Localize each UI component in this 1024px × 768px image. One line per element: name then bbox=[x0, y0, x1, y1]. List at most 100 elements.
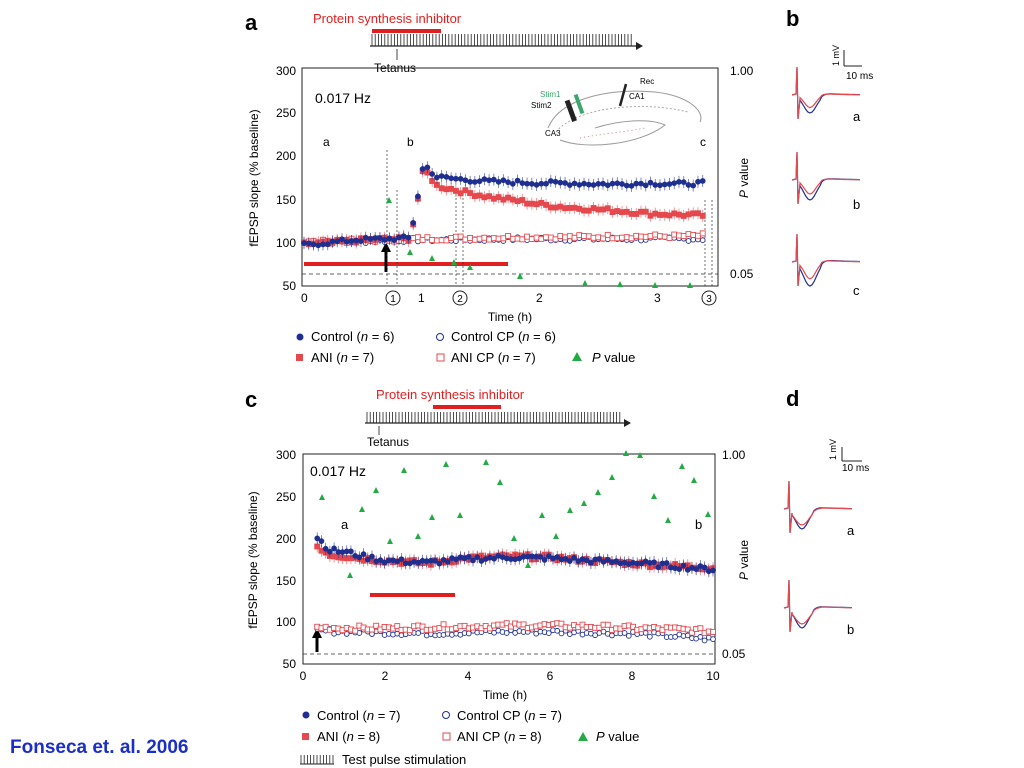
control-point bbox=[394, 558, 401, 565]
control-cp-point bbox=[566, 238, 573, 244]
control-point bbox=[434, 174, 440, 181]
control-cp-point bbox=[554, 627, 561, 634]
ani-cp-point bbox=[452, 233, 459, 240]
inset-rec-electrode bbox=[618, 83, 628, 107]
control-cp-point bbox=[625, 633, 632, 639]
control-point bbox=[663, 560, 670, 566]
ani-cp-point bbox=[528, 236, 535, 242]
ani-cp-point bbox=[657, 233, 663, 240]
panel-a-data bbox=[301, 161, 706, 288]
ani-cp-point bbox=[652, 231, 659, 238]
control-point bbox=[695, 178, 701, 185]
ani-cp-point bbox=[352, 627, 359, 634]
panel-b-label: b bbox=[853, 197, 860, 212]
panel-c-xtick: 10 bbox=[706, 669, 720, 683]
control-cp-point bbox=[609, 632, 615, 639]
panel-a-marker-circle bbox=[701, 290, 717, 306]
control-point bbox=[554, 554, 561, 560]
ani-trace bbox=[791, 233, 861, 287]
ani-point bbox=[457, 190, 464, 197]
ani-cp-point bbox=[373, 622, 380, 629]
legend-control-cp: Control CP (n = 6) bbox=[451, 329, 556, 344]
panel-a-letter: a bbox=[245, 10, 258, 35]
ani-point bbox=[619, 209, 625, 216]
control-point bbox=[690, 182, 697, 189]
panel-d-label: a bbox=[847, 523, 855, 538]
legend-ani-symbol bbox=[302, 733, 309, 740]
ani-point bbox=[576, 205, 583, 212]
legend-control-symbol bbox=[302, 711, 310, 719]
ani-cp-point bbox=[481, 234, 488, 241]
control-point bbox=[491, 176, 497, 183]
pvalue-point bbox=[373, 487, 379, 493]
ani-point bbox=[528, 200, 535, 207]
control-cp-point bbox=[699, 237, 706, 244]
ani-cp-point bbox=[604, 231, 611, 238]
control-point bbox=[590, 182, 597, 188]
panel-c-xtick: 0 bbox=[300, 669, 307, 683]
control-cp-point bbox=[701, 637, 708, 644]
ani-point bbox=[490, 195, 497, 202]
legend-ani-cp-symbol bbox=[436, 353, 445, 362]
ani-point bbox=[486, 193, 493, 200]
ani-point bbox=[519, 197, 526, 203]
panel-b-scale-v: 1 mV bbox=[831, 45, 841, 66]
ani-cp-point bbox=[697, 625, 704, 632]
panel-b-traces bbox=[791, 66, 861, 287]
control-point bbox=[619, 181, 625, 187]
control-point bbox=[360, 551, 367, 557]
panel-a-marker: 2 bbox=[457, 294, 463, 305]
control-point bbox=[514, 177, 521, 184]
pvalue-point bbox=[386, 197, 392, 203]
pvalue-point bbox=[359, 506, 365, 512]
control-point bbox=[547, 178, 554, 184]
ani-point bbox=[676, 211, 682, 218]
ani-cp-point bbox=[647, 233, 654, 240]
ani-cp-point bbox=[414, 234, 421, 241]
ani-point bbox=[505, 194, 512, 201]
panel-d-label: b bbox=[847, 622, 854, 637]
control-point bbox=[528, 180, 535, 187]
control-point bbox=[685, 182, 692, 188]
legend-control-cp-symbol bbox=[436, 333, 444, 341]
inset-stim1-label: Stim1 bbox=[540, 90, 561, 99]
control-point bbox=[362, 234, 369, 241]
control-cp-point bbox=[592, 632, 598, 639]
ani-cp-point bbox=[419, 623, 426, 630]
pvalue-point bbox=[401, 467, 407, 473]
pvalue-point bbox=[443, 461, 449, 467]
ani-cp-point bbox=[638, 233, 644, 240]
inset-stim2-label: Stim2 bbox=[531, 101, 552, 110]
ani-cp-point bbox=[585, 233, 592, 240]
ani-cp-point bbox=[671, 231, 678, 238]
pvalue-point bbox=[582, 280, 588, 286]
panel-d-letter: d bbox=[786, 386, 799, 411]
control-point bbox=[666, 181, 673, 187]
control-point bbox=[448, 175, 454, 182]
control-point bbox=[676, 566, 683, 573]
panel-c-y2tick: 0.05 bbox=[722, 647, 746, 661]
pvalue-point bbox=[525, 562, 531, 568]
ani-point bbox=[699, 212, 706, 219]
ani-point bbox=[590, 205, 597, 211]
control-cp-point bbox=[343, 631, 350, 637]
control-point bbox=[693, 566, 700, 572]
ani-point bbox=[448, 185, 455, 192]
ani-cp-point bbox=[476, 235, 483, 242]
control-point bbox=[396, 234, 402, 241]
ani-cp-point bbox=[699, 230, 706, 237]
panel-c-ytick: 150 bbox=[276, 574, 296, 588]
control-point bbox=[472, 179, 478, 185]
panel-a-xtick: 2 bbox=[536, 291, 543, 305]
control-cp-point bbox=[646, 633, 653, 640]
panel-c-ytick: 250 bbox=[276, 490, 296, 504]
control-point bbox=[424, 164, 431, 171]
ani-cp-point bbox=[619, 234, 625, 241]
control-point bbox=[571, 555, 577, 561]
ani-point bbox=[585, 207, 592, 214]
pvalue-point bbox=[679, 463, 685, 469]
panel-c-inhibitor-label: Protein synthesis inhibitor bbox=[376, 387, 525, 402]
ani-cp-point bbox=[433, 237, 440, 244]
control-point bbox=[583, 557, 590, 564]
control-point bbox=[567, 558, 573, 564]
